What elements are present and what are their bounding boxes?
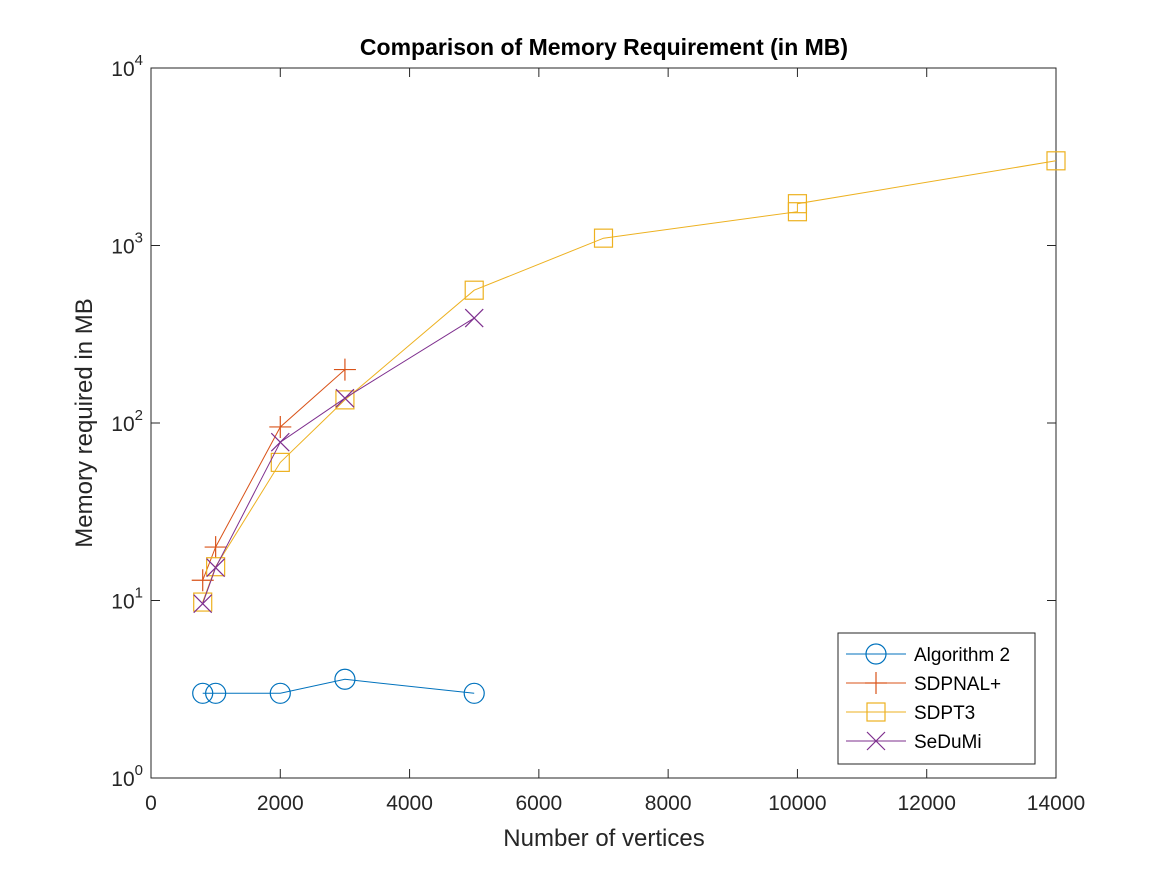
data-point-sedumi	[193, 594, 213, 614]
x-axis-label: Number of vertices	[503, 825, 704, 852]
y-tick-label: 101	[111, 585, 143, 614]
data-series	[191, 151, 1066, 704]
legend-marker	[865, 643, 887, 665]
legend-marker	[865, 672, 887, 694]
y-tick-label: 104	[111, 52, 143, 81]
data-point-sdpnal	[269, 415, 292, 438]
x-tick-label: 2000	[257, 792, 304, 815]
data-point-sdpt3	[787, 194, 808, 214]
x-tick-label: 8000	[645, 792, 692, 815]
data-point-algorithm-2	[463, 682, 485, 704]
series-line-sdpnal	[202, 369, 346, 581]
data-point-sedumi	[464, 308, 484, 328]
data-point-sdpt3	[206, 557, 226, 577]
data-point-sedumi	[335, 388, 355, 408]
axis-ticks: 0 2000 4000 6000 8000 10000 12000 14000 100 101 10…	[111, 52, 1085, 815]
x-tick-label: 0	[145, 792, 157, 815]
legend-box	[837, 632, 1036, 765]
data-point-sedumi	[270, 432, 290, 452]
data-point-sdpt3	[1046, 151, 1066, 171]
data-point-sdpnal	[191, 569, 214, 592]
series-sedumi	[193, 308, 484, 614]
legend-marker	[866, 702, 886, 722]
legend-label: SeDuMi	[914, 732, 982, 753]
x-tick-label: 6000	[515, 792, 562, 815]
legend-item-sdpt3: SDPT3	[846, 702, 975, 724]
data-point-sdpt3	[193, 592, 213, 612]
data-point-algorithm-2	[192, 682, 214, 704]
data-point-algorithm-2	[205, 682, 227, 704]
y-tick-label: 102	[111, 407, 143, 436]
x-tick-label: 12000	[898, 792, 956, 815]
series-line-sdpt3	[202, 160, 1057, 603]
legend-label: SDPNAL+	[914, 674, 1001, 695]
legend-item-sedumi: SeDuMi	[846, 731, 982, 753]
data-point-sdpt3	[593, 228, 614, 248]
x-tick-label: 4000	[386, 792, 433, 815]
legend: Algorithm 2 SDPNAL+ SDPT3 SeDuMi	[837, 632, 1036, 765]
y-tick-label: 100	[111, 762, 143, 791]
data-point-sedumi	[206, 558, 226, 578]
legend-item-sdpnal: SDPNAL+	[846, 672, 1001, 695]
series-line-algorithm-2	[202, 678, 475, 694]
series-sdpt3	[193, 151, 1066, 612]
series-sdpnal	[191, 358, 356, 592]
data-point-sdpnal	[333, 358, 356, 381]
data-point-sdpt3	[270, 452, 290, 472]
legend-item-algorithm-2: Algorithm 2	[846, 643, 1010, 666]
legend-label: Algorithm 2	[914, 645, 1010, 666]
data-point-sdpt3	[464, 280, 484, 300]
chart-title: Comparison of Memory Requirement (in MB)	[360, 34, 848, 60]
data-point-algorithm-2	[269, 682, 291, 704]
data-point-sdpnal	[204, 536, 227, 559]
legend-label: SDPT3	[914, 703, 975, 724]
y-axis-label: Memory required in MB	[71, 298, 98, 547]
legend-marker	[866, 731, 886, 751]
data-point-algorithm-2	[334, 668, 356, 690]
x-tick-label: 10000	[768, 792, 826, 815]
series-algorithm-2	[192, 668, 485, 704]
x-tick-label: 14000	[1027, 792, 1085, 815]
y-tick-label: 103	[111, 230, 143, 259]
data-point-sdpt3	[335, 390, 355, 410]
